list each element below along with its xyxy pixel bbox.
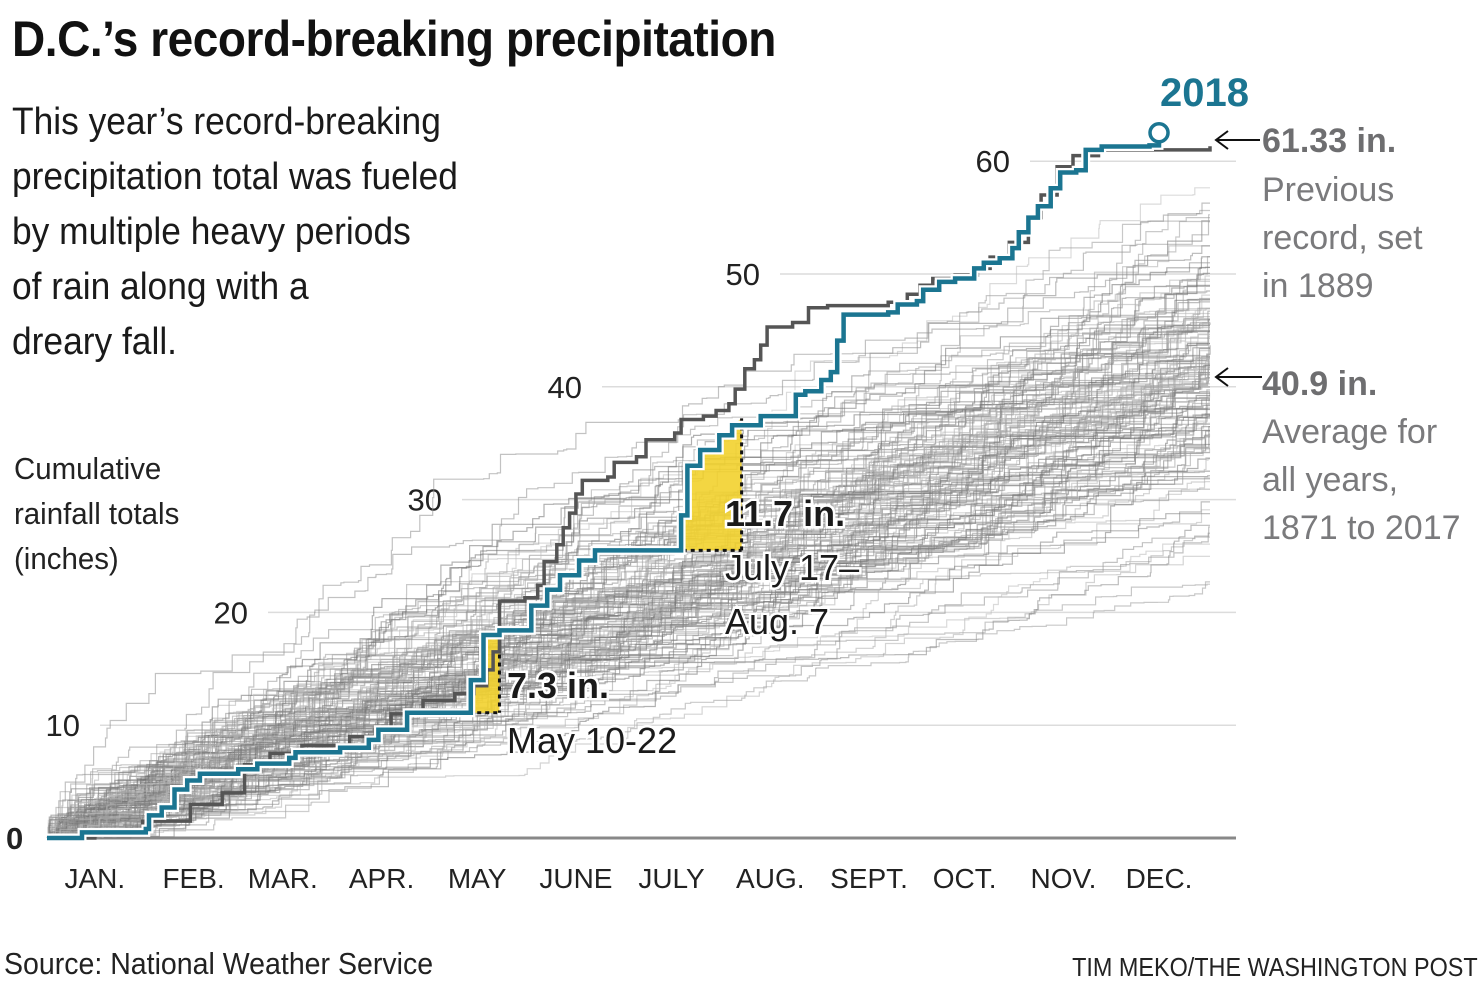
intro-text: This year’s record-breaking precipitatio… bbox=[12, 95, 458, 370]
historical-year-line bbox=[47, 324, 1210, 839]
july-period-dates: July 17– bbox=[725, 547, 859, 588]
historical-year-line bbox=[47, 436, 1210, 839]
historical-year-line bbox=[47, 202, 1210, 839]
x-tick-label: MAY bbox=[448, 863, 507, 894]
may-period-annotation: 7.3 in. May 10-22 bbox=[505, 663, 680, 764]
historical-year-line bbox=[47, 513, 1210, 839]
historical-year-line bbox=[47, 433, 1211, 839]
historical-year-line bbox=[47, 408, 1210, 839]
x-tick-label: JAN. bbox=[64, 863, 125, 894]
historical-year-line bbox=[47, 357, 1210, 839]
year-2018-label: 2018 bbox=[1160, 71, 1249, 115]
credit-line: TIM MEKO/THE WASHINGTON POST bbox=[1072, 952, 1478, 982]
record-annotation: 61.33 in. Previous record, set in 1889 bbox=[1214, 122, 1423, 305]
intro-line: of rain along with a bbox=[12, 266, 309, 308]
historical-year-line bbox=[46, 347, 1210, 839]
x-tick-label: MAR. bbox=[248, 863, 318, 894]
y-tick-label: 60 bbox=[976, 144, 1010, 179]
x-tick-label: OCT. bbox=[933, 863, 997, 894]
average-value: 40.9 in. bbox=[1262, 365, 1377, 403]
historical-year-line bbox=[47, 422, 1210, 839]
historical-year-line bbox=[47, 221, 1210, 839]
x-tick-label: JUNE bbox=[539, 863, 612, 894]
y-tick-label: 50 bbox=[726, 257, 760, 292]
july-period-annotation: 11.7 in. July 17– Aug. 7 bbox=[723, 491, 862, 645]
historical-year-line bbox=[47, 481, 1210, 839]
series-2018-group bbox=[47, 121, 1170, 843]
intro-line: by multiple heavy periods bbox=[12, 211, 411, 253]
historical-year-line bbox=[47, 266, 1210, 839]
y-axis-label: Cumulative rainfall totals (inches) bbox=[14, 446, 179, 581]
x-tick-label: JULY bbox=[638, 863, 705, 894]
july-period-value: 11.7 in. bbox=[725, 493, 845, 534]
x-axis: JAN. FEB. MAR. APR. MAY JUNE JULY AUG. SEPT. OCT.… bbox=[64, 863, 1192, 894]
may-period-value: 7.3 in. bbox=[507, 665, 609, 706]
record-note-line: in 1889 bbox=[1262, 267, 1374, 305]
average-annotation: 40.9 in. Average for all years, 1871 to … bbox=[1214, 365, 1461, 547]
intro-line: This year’s record-breaking bbox=[12, 101, 441, 143]
july-period-dates: Aug. 7 bbox=[725, 601, 829, 642]
historical-year-line bbox=[47, 348, 1210, 839]
x-tick-label: SEPT. bbox=[830, 863, 908, 894]
historical-year-line bbox=[47, 429, 1210, 839]
y-axis-label-line: rainfall totals bbox=[14, 496, 180, 531]
historical-year-line bbox=[47, 448, 1210, 839]
average-arrow-icon bbox=[1214, 367, 1229, 387]
series-2018-line bbox=[47, 130, 1162, 841]
record-note-line: Previous bbox=[1262, 171, 1394, 209]
historical-year-line bbox=[47, 325, 1210, 839]
x-tick-label: NOV. bbox=[1030, 863, 1096, 894]
y-axis-label-line: Cumulative bbox=[14, 451, 162, 486]
historical-year-line bbox=[47, 361, 1210, 839]
record-value: 61.33 in. bbox=[1262, 122, 1396, 160]
series-2018-end-marker bbox=[1148, 121, 1170, 144]
record-arrow-icon bbox=[1214, 130, 1229, 150]
y-axis-label-line: (inches) bbox=[14, 541, 119, 576]
source-note: Source: National Weather Service bbox=[4, 946, 434, 981]
x-tick-label: AUG. bbox=[736, 863, 804, 894]
historical-year-line bbox=[47, 433, 1210, 839]
may-period-dates: May 10-22 bbox=[507, 720, 677, 761]
historical-year-line bbox=[47, 430, 1210, 839]
average-note-line: all years, bbox=[1262, 461, 1398, 499]
y-tick-label: 40 bbox=[548, 370, 582, 405]
record-note-line: record, set bbox=[1262, 219, 1423, 257]
x-tick-label: APR. bbox=[349, 863, 414, 894]
historical-year-line bbox=[47, 414, 1210, 839]
y-tick-labels: 0 10 20 30 40 50 60 bbox=[6, 144, 1010, 856]
historical-year-line bbox=[47, 457, 1210, 839]
y-tick-label: 10 bbox=[46, 708, 80, 743]
historical-year-line bbox=[47, 379, 1210, 839]
average-note-line: 1871 to 2017 bbox=[1262, 509, 1461, 547]
chart-title: D.C.’s record-breaking precipitation bbox=[12, 11, 776, 67]
y-tick-label: 0 bbox=[6, 821, 23, 856]
y-tick-label: 20 bbox=[214, 595, 248, 630]
intro-line: dreary fall. bbox=[12, 321, 177, 363]
x-tick-label: FEB. bbox=[162, 863, 224, 894]
intro-line: precipitation total was fueled bbox=[12, 156, 458, 198]
historical-year-line bbox=[47, 358, 1210, 839]
average-note-line: Average for bbox=[1262, 413, 1437, 451]
x-tick-label: DEC. bbox=[1126, 863, 1193, 894]
y-tick-label: 30 bbox=[408, 483, 442, 518]
historical-year-line bbox=[47, 308, 1210, 839]
